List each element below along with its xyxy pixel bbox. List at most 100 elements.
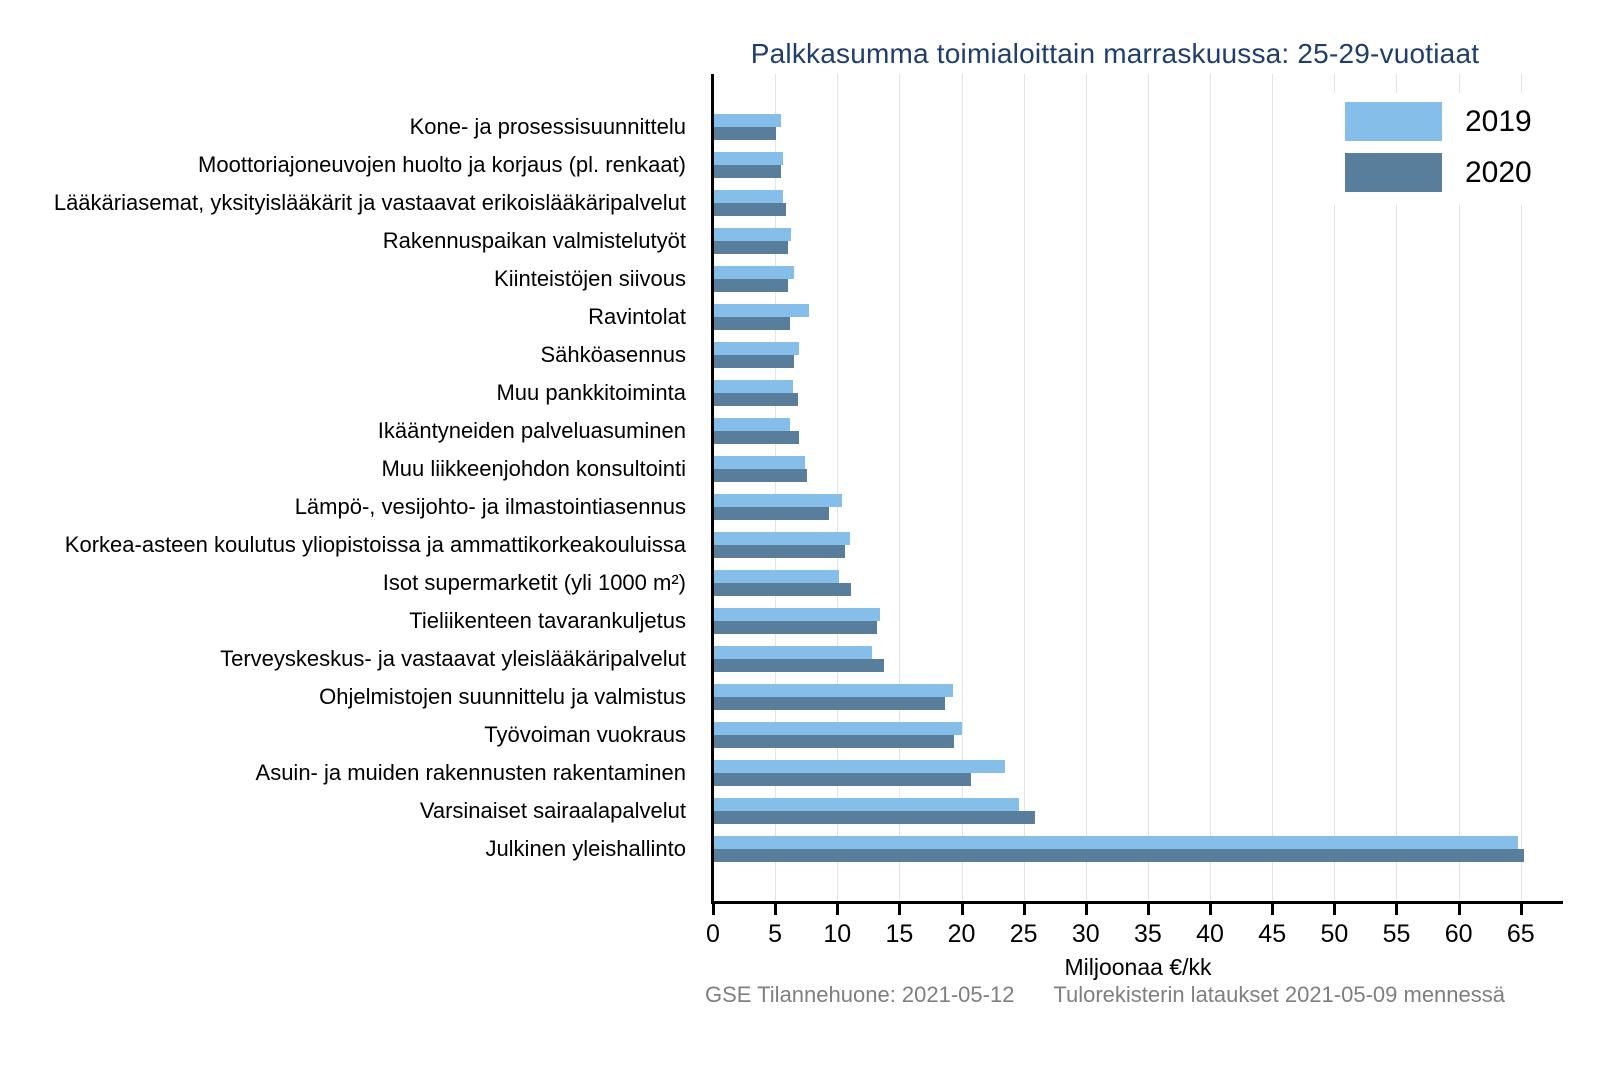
tick-mark-55 — [1395, 904, 1399, 915]
tick-label-40: 40 — [1196, 920, 1224, 948]
label-row: Lääkäriasemat, yksityislääkärit ja vasta… — [0, 184, 686, 222]
chart-row — [713, 146, 1563, 184]
label-row: Asuin- ja muiden rakennusten rakentamine… — [0, 754, 686, 792]
gridline-30 — [1085, 74, 1087, 901]
chart-row — [713, 374, 1563, 412]
category-label: Kiinteistöjen siivous — [494, 266, 686, 291]
tick-mark-40 — [1209, 904, 1213, 915]
bar-2019 — [713, 266, 794, 279]
legend-label-2020: 2020 — [1465, 155, 1532, 189]
gridline-20 — [961, 74, 963, 901]
legend-swatch-2020 — [1345, 153, 1442, 192]
bar-2019 — [713, 646, 873, 659]
y-axis-line — [711, 74, 714, 904]
gridline-40 — [1210, 74, 1212, 901]
bar-2020 — [713, 165, 782, 178]
chart-row — [713, 108, 1563, 146]
chart-row — [713, 564, 1563, 602]
bar-2019 — [713, 342, 799, 355]
label-row: Terveyskeskus- ja vastaavat yleislääkäri… — [0, 640, 686, 678]
gridline-50 — [1334, 74, 1336, 901]
tick-mark-30 — [1084, 904, 1088, 915]
tick-mark-10 — [836, 904, 840, 915]
gridline-25 — [1023, 74, 1025, 901]
bar-2020 — [713, 393, 798, 406]
chart-row — [713, 830, 1563, 868]
bar-2020 — [713, 355, 794, 368]
chart-row — [713, 526, 1563, 564]
tick-label-5: 5 — [768, 920, 783, 948]
category-label: Rakennuspaikan valmistelutyöt — [382, 228, 686, 253]
bar-2019 — [713, 228, 792, 241]
bar-2019 — [713, 418, 791, 431]
label-row: Kone- ja prosessisuunnittelu — [0, 108, 686, 146]
category-label: Tieliikenteen tavarankuljetus — [409, 608, 686, 633]
bar-2019 — [713, 760, 1006, 773]
bar-2020 — [713, 317, 791, 330]
label-row: Lämpö-, vesijohto- ja ilmastointiasennus — [0, 488, 686, 526]
legend-entry-2019: 2019 — [1345, 102, 1532, 141]
label-row: Rakennuspaikan valmistelutyöt — [0, 222, 686, 260]
tick-label-25: 25 — [1009, 920, 1038, 948]
chart-row — [713, 298, 1563, 336]
tick-mark-50 — [1333, 904, 1337, 915]
bar-2020 — [713, 127, 777, 140]
bar-2019 — [713, 608, 880, 621]
tick-mark-5 — [774, 904, 778, 915]
bar-2019 — [713, 836, 1519, 849]
tick-label-65: 65 — [1506, 920, 1535, 948]
label-row: Varsinaiset sairaalapalvelut — [0, 792, 686, 830]
category-label: Työvoiman vuokraus — [484, 722, 686, 747]
tick-mark-65 — [1519, 904, 1523, 915]
bar-2019 — [713, 380, 793, 393]
chart-row — [713, 602, 1563, 640]
tick-label-30: 30 — [1071, 920, 1100, 948]
category-label: Terveyskeskus- ja vastaavat yleislääkäri… — [220, 646, 686, 671]
bar-2019 — [713, 722, 962, 735]
bar-2019 — [713, 456, 805, 469]
gridline-65 — [1520, 74, 1522, 901]
gridline-5 — [775, 74, 777, 901]
bar-2020 — [713, 545, 845, 558]
bar-2020 — [713, 241, 788, 254]
tick-label-0: 0 — [706, 920, 720, 948]
tick-label-35: 35 — [1134, 920, 1162, 948]
label-row: Ohjelmistojen suunnittelu ja valmistus — [0, 678, 686, 716]
x-axis-title: Miljoonaa €/kk — [1064, 954, 1212, 980]
legend: 2019 2020 — [1320, 93, 1563, 205]
tick-label-55: 55 — [1382, 920, 1411, 948]
tick-label-60: 60 — [1444, 920, 1473, 948]
category-axis: Kone- ja prosessisuunnittelu Moottoriajon… — [0, 108, 686, 868]
category-label: Muu pankkitoiminta — [496, 380, 686, 405]
gridline-60 — [1458, 74, 1460, 901]
bar-2020 — [713, 621, 878, 634]
tick-label-50: 50 — [1320, 920, 1349, 948]
bar-2020 — [713, 773, 972, 786]
bar-2020 — [713, 811, 1035, 824]
chart-row — [713, 716, 1563, 754]
bar-2019 — [713, 798, 1019, 811]
chart-row — [713, 222, 1563, 260]
gridline-45 — [1272, 74, 1274, 901]
label-row: Korkea-asteen koulutus yliopistoissa ja … — [0, 526, 686, 564]
bar-2019 — [713, 152, 783, 165]
plot-area — [713, 74, 1563, 901]
category-label: Ikääntyneiden palveluasuminen — [377, 418, 686, 443]
category-label: Ravintolat — [588, 304, 686, 329]
bar-2020 — [713, 431, 799, 444]
tick-mark-60 — [1457, 904, 1461, 915]
tick-label-45: 45 — [1258, 920, 1287, 948]
bar-2019 — [713, 114, 782, 127]
label-row: Muu liikkeenjohdon konsultointi — [0, 450, 686, 488]
bar-2019 — [713, 684, 953, 697]
tick-label-15: 15 — [885, 920, 914, 948]
category-label: Lämpö-, vesijohto- ja ilmastointiasennus — [294, 494, 686, 519]
chart-row — [713, 260, 1563, 298]
bar-2020 — [713, 849, 1525, 862]
label-row: Julkinen yleishallinto — [0, 830, 686, 868]
gridline-10 — [837, 74, 839, 901]
tick-label-20: 20 — [947, 920, 976, 948]
bar-2020 — [713, 697, 946, 710]
label-row: Kiinteistöjen siivous — [0, 260, 686, 298]
footer-source-left: GSE Tilannehuone: 2021-05-12 — [705, 982, 1015, 1007]
